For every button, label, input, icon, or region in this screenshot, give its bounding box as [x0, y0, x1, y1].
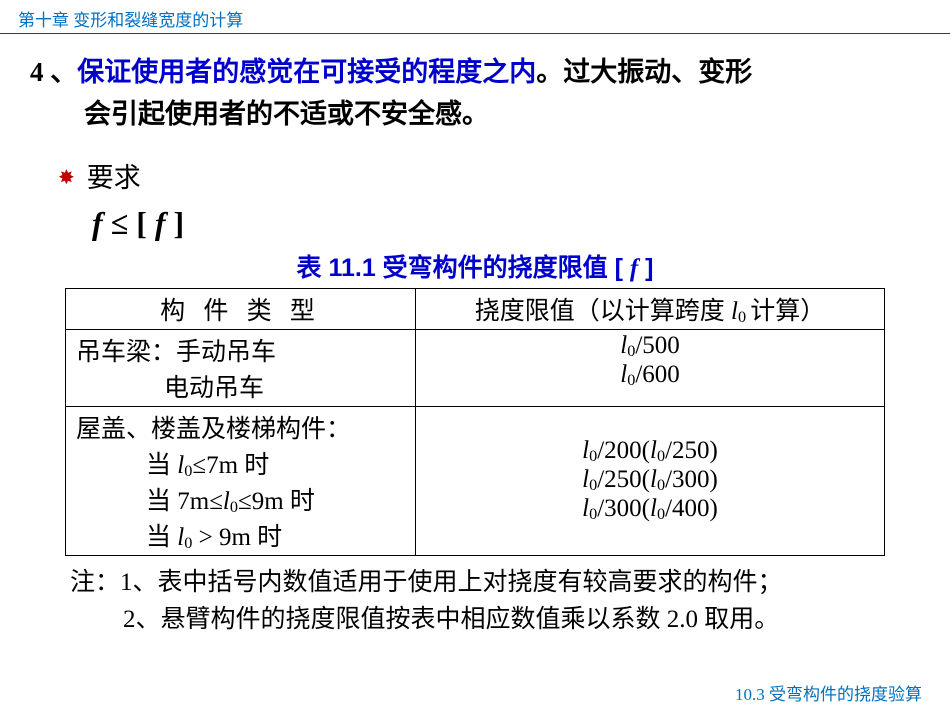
section-footer: 10.3 受弯构件的挠度验算	[735, 680, 922, 705]
col2-header: 挠度限值（以计算跨度 l0 计算）	[416, 288, 885, 329]
r2c1b-post: ≤9m 时	[238, 488, 315, 515]
row1-col1: 吊车梁：手动吊车 电动吊车	[66, 329, 416, 406]
l1b: l	[650, 437, 657, 464]
r2c1a-post: ≤7m 时	[192, 452, 269, 479]
note-lead: 注：	[70, 569, 120, 596]
row2-col1-head: 屋盖、楼盖及楼梯构件：	[76, 416, 351, 443]
s1: 0	[589, 447, 597, 465]
v1a: /200(	[597, 437, 650, 464]
formula-bracket-open: [	[136, 205, 155, 241]
formula-bracket-close: ]	[166, 205, 185, 241]
table-row: 屋盖、楼盖及楼梯构件： 当 l0≤7m 时 当 7m≤l0≤9m 时 当 l0 …	[66, 406, 885, 555]
r1c2a-rest: /500	[635, 332, 679, 359]
s3: 0	[589, 505, 597, 523]
chapter-header: 第十章 变形和裂缝宽度的计算	[0, 0, 950, 34]
table-header-row: 构 件 类 型 挠度限值（以计算跨度 l0 计算）	[66, 288, 885, 329]
row2-col1-c: 当 l0 > 9m 时	[76, 517, 405, 553]
caption-bracket-open: [	[608, 254, 630, 282]
formula-lhs: f	[92, 205, 103, 241]
s2b: 0	[657, 476, 665, 494]
v3a: /300(	[597, 495, 650, 522]
formula-op: ≤	[103, 205, 137, 241]
row2-col2: l0/200(l0/250) l0/250(l0/300) l0/300(l0/…	[416, 406, 885, 555]
col2-header-post: 计算）	[750, 298, 825, 325]
col1-header: 构 件 类 型	[66, 288, 416, 329]
row2-col1-b: 当 7m≤l0≤9m 时	[76, 481, 405, 517]
r2c1b-l: l	[223, 488, 230, 515]
point-4: 4 、保证使用者的感觉在可接受的程度之内。过大振动、变形 会引起使用者的不适或不…	[30, 52, 920, 136]
col2-header-pre: 挠度限值（以计算跨度	[475, 298, 731, 325]
r2c1b-pre: 当 7m≤	[146, 488, 223, 515]
s2: 0	[589, 476, 597, 494]
row2-col1-a: 当 l0≤7m 时	[76, 445, 405, 481]
caption-text: 表 11.1 受弯构件的挠度限值	[297, 254, 608, 282]
row1-col1-b: 电动吊车	[76, 368, 405, 404]
v3b: /400)	[665, 495, 718, 522]
requirement-line: ✸ 要求	[58, 156, 920, 195]
point-4-key-phrase: 保证使用者的感觉在可接受的程度之内	[77, 57, 536, 87]
r2c1a-pre: 当	[146, 452, 177, 479]
l2b: l	[650, 466, 657, 493]
point-4-rest-line1: 。过大振动、变形	[536, 57, 752, 87]
row1-col1-a: 吊车梁：手动吊车	[76, 339, 276, 366]
s1b: 0	[657, 447, 665, 465]
v2a: /250(	[597, 466, 650, 493]
row2-col1: 屋盖、楼盖及楼梯构件： 当 l0≤7m 时 当 7m≤l0≤9m 时 当 l0 …	[66, 406, 416, 555]
v2b: /300)	[665, 466, 718, 493]
requirement-label: 要求	[87, 163, 141, 193]
r2c1c-post: > 9m 时	[192, 524, 282, 551]
col2-header-sub: 0	[738, 308, 750, 326]
row1-col2: l0/500 l0/600	[416, 329, 885, 406]
point-4-number: 4 、	[30, 57, 77, 87]
col2-header-l: l	[731, 298, 738, 325]
note-2: 2、悬臂构件的挠度限值按表中相应数值乘以系数 2.0 取用。	[123, 601, 920, 639]
page-content: 4 、保证使用者的感觉在可接受的程度之内。过大振动、变形 会引起使用者的不适或不…	[0, 34, 950, 639]
formula: f ≤ [ f ]	[92, 205, 920, 242]
v1b: /250)	[665, 437, 718, 464]
note-1: 1、表中括号内数值适用于使用上对挠度有较高要求的构件；	[120, 569, 783, 596]
s3b: 0	[657, 505, 665, 523]
point-4-line2: 会引起使用者的不适或不安全感。	[30, 94, 920, 136]
table-caption: 表 11.1 受弯构件的挠度限值 [ f ]	[30, 248, 920, 284]
bullet-icon: ✸	[58, 167, 75, 189]
deflection-limits-table: 构 件 类 型 挠度限值（以计算跨度 l0 计算） 吊车梁：手动吊车 电动吊车 …	[65, 288, 885, 556]
formula-rhs-f: f	[155, 205, 166, 241]
r2c1c-pre: 当	[146, 524, 177, 551]
r2c1b-sub: 0	[230, 498, 238, 516]
l3b: l	[650, 495, 657, 522]
caption-f: f	[630, 255, 638, 282]
caption-bracket-close: ]	[638, 254, 653, 282]
col1-header-text: 构 件 类 型	[160, 298, 321, 325]
r1c2b-rest: /600	[635, 361, 679, 388]
table-notes: 注：1、表中括号内数值适用于使用上对挠度有较高要求的构件； 2、悬臂构件的挠度限…	[70, 564, 920, 639]
table-row: 吊车梁：手动吊车 电动吊车 l0/500 l0/600	[66, 329, 885, 406]
